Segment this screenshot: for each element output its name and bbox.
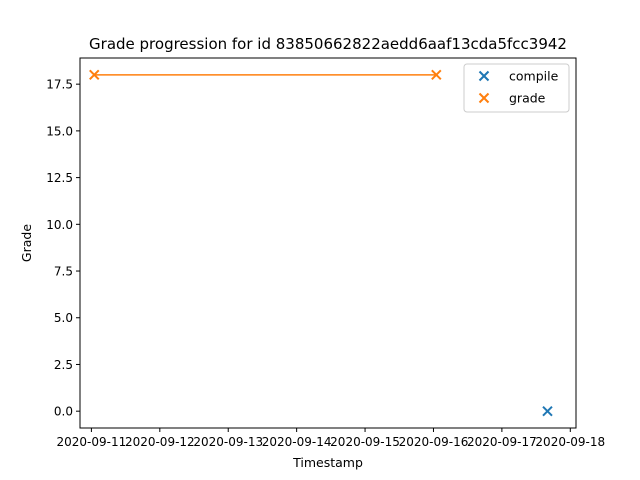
x-tick-label: 2020-09-12: [125, 435, 195, 449]
legend-label-compile: compile: [509, 69, 559, 84]
legend-box: [463, 63, 570, 113]
plot-frame: [79, 57, 577, 429]
x-tick-label: 2020-09-14: [262, 435, 332, 449]
y-tick-label: 17.5: [46, 78, 73, 92]
legend-label-grade: grade: [509, 91, 546, 106]
legend-marker-compile: [478, 70, 490, 82]
y-tick-label: 5.0: [54, 311, 73, 325]
x-tick-label: 2020-09-15: [330, 435, 400, 449]
data-point-grade: [431, 69, 442, 81]
data-point-grade: [89, 69, 100, 81]
legend-marker-grade: [478, 92, 490, 104]
data-point-compile: [542, 405, 553, 417]
y-axis-title: Grade: [19, 224, 34, 262]
y-tick-label: 0.0: [54, 405, 73, 419]
y-axis: 0.0 2.5 5.0 7.5 10.0 12.5 15.0 17.5: [46, 78, 80, 419]
x-axis: 2020-09-112020-09-122020-09-132020-09-14…: [57, 428, 605, 449]
x-tick-label: 2020-09-17: [467, 435, 537, 449]
y-tick-label: 10.0: [46, 218, 73, 232]
plot-area: [89, 69, 553, 417]
x-tick-label: 2020-09-16: [399, 435, 469, 449]
x-tick-label: 2020-09-13: [193, 435, 263, 449]
y-tick-label: 15.0: [46, 124, 73, 138]
y-tick-label: 7.5: [54, 265, 73, 279]
legend: compile grade: [463, 63, 570, 113]
chart-title: Grade progression for id 83850662822aedd…: [89, 35, 567, 53]
x-axis-title: Timestamp: [292, 455, 363, 470]
y-tick-label: 12.5: [46, 171, 73, 185]
x-tick-label: 2020-09-11: [57, 435, 127, 449]
y-tick-label: 2.5: [54, 358, 73, 372]
x-tick-label: 2020-09-18: [535, 435, 605, 449]
